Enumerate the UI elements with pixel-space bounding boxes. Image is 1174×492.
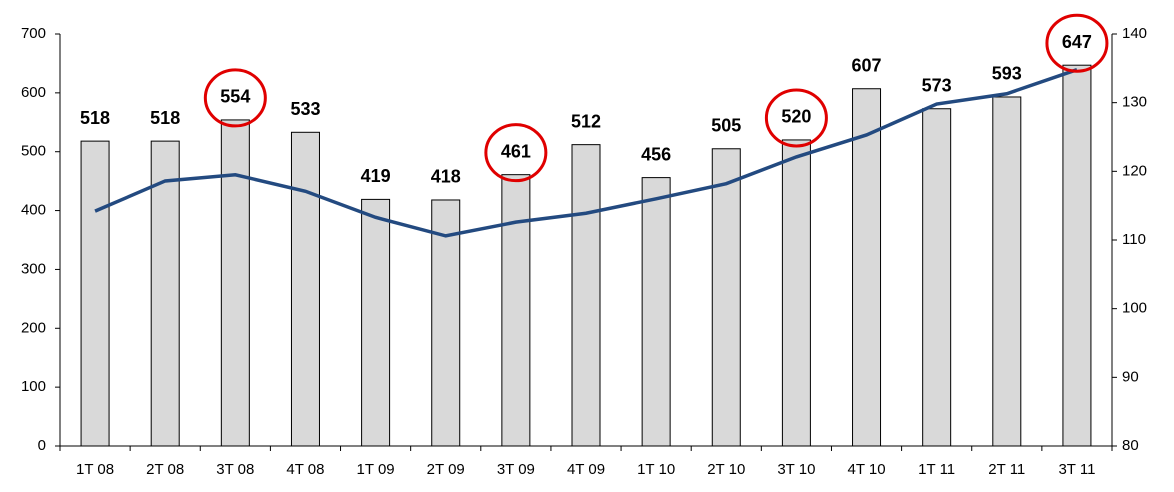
value-label: 461 [501,141,531,161]
y-tick-label: 700 [21,25,46,42]
bar [922,108,952,447]
value-label: 593 [992,64,1022,84]
x-tick-label: 2T 09 [427,461,465,478]
x-tick-label: 1T 11 [918,461,955,478]
value-label: 554 [220,87,250,107]
highlight-circle [764,88,828,148]
line [94,68,1078,238]
bar [501,174,531,447]
x-tick-label: 1T 08 [76,461,114,478]
y-tick-label: 500 [21,143,46,160]
bar [80,140,110,447]
value-label: 512 [571,111,601,131]
y2-tick-label: 80 [1122,437,1139,454]
value-label: 647 [1062,32,1092,52]
highlight-circle [1045,13,1109,73]
bar [781,139,811,447]
value-label: 518 [150,108,180,128]
value-label: 520 [781,107,811,127]
value-label: 533 [290,99,320,119]
x-tick-label: 1T 09 [357,461,395,478]
bar [992,96,1022,447]
y2-tick-label: 110 [1122,231,1146,248]
value-label: 573 [922,75,952,95]
bar [571,144,601,447]
bar [1062,64,1092,447]
y-tick-label: 100 [21,378,46,395]
x-tick-label: 4T 09 [567,461,605,478]
value-label: 518 [80,108,110,128]
value-label: 607 [852,55,882,75]
x-tick-label: 2T 11 [988,461,1025,478]
bar [711,148,741,447]
value-label: 418 [431,167,461,187]
y2-tick-label: 130 [1122,94,1147,111]
x-tick-label: 4T 10 [847,461,885,478]
bar [290,131,320,447]
x-tick-label: 1T 10 [637,461,675,478]
x-tick-label: 2T 10 [707,461,745,478]
y-tick-label: 300 [21,260,46,277]
bar [431,199,461,447]
bar [852,88,882,447]
x-tick-label: 3T 08 [216,461,254,478]
bar [361,198,391,447]
x-tick-label: 3T 11 [1058,461,1095,478]
y-tick-label: 200 [21,319,46,336]
y-tick-label: 400 [21,202,46,219]
bar [150,140,180,447]
bar [641,177,671,447]
value-label: 456 [641,144,671,164]
x-tick-label: 3T 09 [497,461,535,478]
y2-tick-label: 100 [1122,300,1147,317]
y-tick-label: 0 [38,437,46,454]
y2-tick-label: 140 [1122,25,1147,42]
y-tick-label: 600 [21,84,46,101]
value-label: 505 [711,116,741,136]
x-tick-label: 4T 08 [286,461,324,478]
value-label: 419 [361,166,391,186]
x-tick-label: 2T 08 [146,461,184,478]
y2-tick-label: 90 [1122,368,1139,385]
bar [220,119,250,447]
x-tick-label: 3T 10 [777,461,815,478]
y2-tick-label: 120 [1122,162,1147,179]
highlight-circle [484,123,548,183]
highlight-circle [203,68,267,128]
